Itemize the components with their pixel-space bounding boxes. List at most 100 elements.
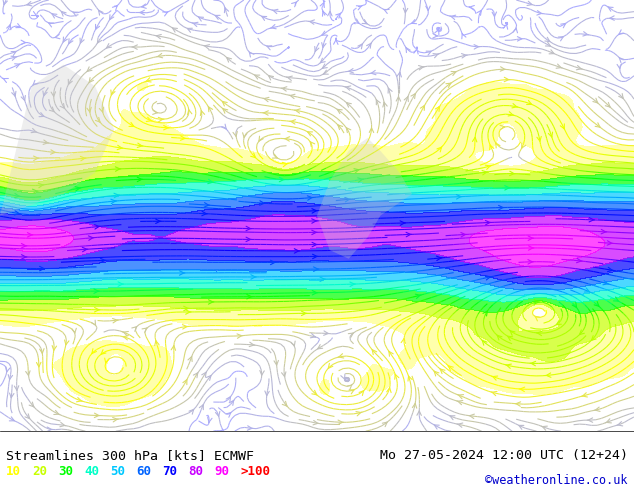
FancyArrowPatch shape bbox=[96, 24, 100, 29]
FancyArrowPatch shape bbox=[530, 361, 536, 366]
FancyArrowPatch shape bbox=[345, 197, 351, 202]
Text: 80: 80 bbox=[188, 465, 204, 478]
FancyArrowPatch shape bbox=[362, 20, 367, 24]
Text: 70: 70 bbox=[162, 465, 178, 478]
FancyArrowPatch shape bbox=[247, 294, 252, 299]
FancyArrowPatch shape bbox=[486, 220, 491, 225]
FancyArrowPatch shape bbox=[384, 9, 389, 13]
FancyArrowPatch shape bbox=[289, 94, 295, 98]
FancyArrowPatch shape bbox=[141, 4, 146, 8]
FancyArrowPatch shape bbox=[348, 333, 353, 338]
FancyArrowPatch shape bbox=[434, 425, 439, 429]
FancyArrowPatch shape bbox=[356, 6, 362, 10]
FancyArrowPatch shape bbox=[457, 400, 463, 405]
FancyArrowPatch shape bbox=[469, 5, 474, 10]
FancyArrowPatch shape bbox=[472, 137, 477, 142]
FancyArrowPatch shape bbox=[294, 249, 300, 253]
FancyArrowPatch shape bbox=[223, 101, 227, 106]
FancyArrowPatch shape bbox=[592, 336, 596, 341]
FancyArrowPatch shape bbox=[146, 117, 152, 122]
FancyArrowPatch shape bbox=[382, 422, 387, 427]
FancyArrowPatch shape bbox=[450, 416, 455, 420]
FancyArrowPatch shape bbox=[111, 199, 117, 204]
FancyArrowPatch shape bbox=[269, 75, 273, 80]
FancyArrowPatch shape bbox=[389, 351, 393, 356]
FancyArrowPatch shape bbox=[347, 385, 352, 390]
FancyArrowPatch shape bbox=[560, 24, 566, 28]
FancyArrowPatch shape bbox=[589, 218, 595, 222]
FancyArrowPatch shape bbox=[183, 325, 188, 329]
FancyArrowPatch shape bbox=[80, 38, 84, 43]
FancyArrowPatch shape bbox=[259, 136, 263, 141]
FancyArrowPatch shape bbox=[270, 24, 276, 29]
Text: 40: 40 bbox=[84, 465, 100, 478]
FancyArrowPatch shape bbox=[619, 58, 624, 63]
FancyArrowPatch shape bbox=[608, 7, 613, 11]
FancyArrowPatch shape bbox=[462, 34, 466, 39]
FancyArrowPatch shape bbox=[37, 362, 41, 367]
FancyArrowPatch shape bbox=[474, 45, 479, 49]
FancyArrowPatch shape bbox=[505, 364, 512, 368]
FancyArrowPatch shape bbox=[396, 97, 401, 101]
FancyArrowPatch shape bbox=[359, 391, 364, 395]
FancyArrowPatch shape bbox=[397, 72, 401, 77]
FancyArrowPatch shape bbox=[594, 407, 600, 412]
FancyArrowPatch shape bbox=[204, 45, 209, 49]
FancyArrowPatch shape bbox=[370, 71, 376, 75]
FancyArrowPatch shape bbox=[446, 83, 451, 87]
FancyArrowPatch shape bbox=[287, 76, 292, 80]
FancyArrowPatch shape bbox=[132, 45, 138, 49]
FancyArrowPatch shape bbox=[25, 414, 30, 418]
FancyArrowPatch shape bbox=[545, 373, 551, 377]
FancyArrowPatch shape bbox=[535, 317, 540, 321]
FancyArrowPatch shape bbox=[519, 425, 524, 429]
FancyArrowPatch shape bbox=[15, 194, 20, 198]
FancyArrowPatch shape bbox=[420, 105, 425, 110]
FancyArrowPatch shape bbox=[312, 243, 318, 247]
FancyArrowPatch shape bbox=[497, 335, 502, 340]
FancyArrowPatch shape bbox=[496, 143, 500, 148]
FancyArrowPatch shape bbox=[320, 58, 325, 63]
FancyArrowPatch shape bbox=[255, 75, 260, 79]
FancyArrowPatch shape bbox=[366, 43, 371, 48]
FancyArrowPatch shape bbox=[337, 109, 342, 114]
FancyArrowPatch shape bbox=[184, 306, 189, 311]
FancyArrowPatch shape bbox=[247, 426, 253, 430]
FancyArrowPatch shape bbox=[43, 91, 47, 96]
FancyArrowPatch shape bbox=[372, 350, 377, 355]
FancyArrowPatch shape bbox=[556, 64, 562, 68]
FancyArrowPatch shape bbox=[89, 77, 94, 82]
FancyArrowPatch shape bbox=[249, 52, 254, 57]
FancyArrowPatch shape bbox=[527, 1, 532, 5]
FancyArrowPatch shape bbox=[593, 98, 598, 103]
FancyArrowPatch shape bbox=[163, 12, 167, 16]
FancyArrowPatch shape bbox=[172, 28, 178, 32]
FancyArrowPatch shape bbox=[461, 233, 467, 237]
FancyArrowPatch shape bbox=[8, 374, 13, 379]
FancyArrowPatch shape bbox=[323, 70, 328, 74]
Text: 30: 30 bbox=[58, 465, 74, 478]
FancyArrowPatch shape bbox=[614, 297, 618, 301]
FancyArrowPatch shape bbox=[528, 260, 533, 264]
FancyArrowPatch shape bbox=[29, 402, 34, 407]
FancyArrowPatch shape bbox=[536, 331, 542, 336]
FancyArrowPatch shape bbox=[281, 87, 287, 91]
FancyArrowPatch shape bbox=[585, 288, 590, 292]
FancyArrowPatch shape bbox=[100, 258, 106, 263]
Text: 60: 60 bbox=[136, 465, 152, 478]
FancyArrowPatch shape bbox=[52, 14, 57, 18]
FancyArrowPatch shape bbox=[309, 20, 314, 24]
FancyArrowPatch shape bbox=[323, 11, 327, 16]
FancyArrowPatch shape bbox=[39, 267, 45, 271]
FancyArrowPatch shape bbox=[500, 125, 505, 129]
FancyArrowPatch shape bbox=[440, 369, 445, 373]
FancyArrowPatch shape bbox=[96, 118, 100, 122]
FancyArrowPatch shape bbox=[354, 19, 359, 24]
FancyArrowPatch shape bbox=[188, 357, 192, 362]
FancyArrowPatch shape bbox=[61, 11, 66, 16]
FancyArrowPatch shape bbox=[249, 342, 255, 346]
FancyArrowPatch shape bbox=[559, 37, 563, 41]
FancyArrowPatch shape bbox=[328, 11, 332, 16]
FancyArrowPatch shape bbox=[222, 124, 226, 129]
FancyArrowPatch shape bbox=[65, 340, 69, 345]
